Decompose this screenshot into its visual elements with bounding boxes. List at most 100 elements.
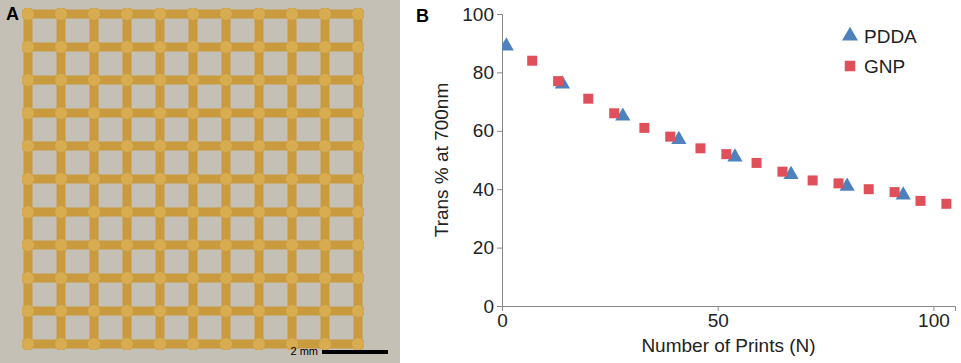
lattice-node <box>22 239 34 251</box>
lattice-node <box>88 107 100 119</box>
x-axis-title: Number of Prints (N) <box>641 335 815 356</box>
lattice-node <box>286 173 298 185</box>
lattice-node <box>220 305 232 317</box>
lattice-node <box>319 206 331 218</box>
y-tick-mark <box>497 306 502 307</box>
x-tick: 50 <box>708 306 729 331</box>
series-1 <box>527 56 951 209</box>
y-tick: 0 <box>483 296 502 317</box>
y-tick: 20 <box>473 237 502 258</box>
x-tick-label: 0 <box>497 310 508 331</box>
lattice-node <box>220 41 232 53</box>
lattice-node <box>121 239 133 251</box>
lattice-node <box>319 272 331 284</box>
y-axis-line <box>497 15 503 307</box>
y-tick-mark <box>497 189 502 190</box>
lattice-node <box>22 173 34 185</box>
point <box>752 158 762 168</box>
lattice-node <box>88 272 100 284</box>
scale-bar-label: 2 mm <box>291 345 319 357</box>
lattice-node <box>319 107 331 119</box>
lattice-node <box>187 305 199 317</box>
x-axis: 0 50 100 <box>497 306 955 331</box>
lattice-node <box>22 272 34 284</box>
point <box>665 132 675 142</box>
point <box>834 178 844 188</box>
lattice-node <box>319 305 331 317</box>
point <box>553 76 563 86</box>
panel-label: B <box>416 6 429 26</box>
y-tick-label: 0 <box>483 296 494 317</box>
lattice-node <box>154 272 166 284</box>
lattice-node <box>55 272 67 284</box>
x-tick-label: 100 <box>918 310 950 331</box>
y-tick-label: 40 <box>473 179 494 200</box>
y-tick-mark <box>497 14 502 15</box>
lattice-node <box>121 173 133 185</box>
lattice-node <box>286 239 298 251</box>
lattice-node <box>253 206 265 218</box>
lattice-node <box>154 206 166 218</box>
lattice-node <box>154 338 166 350</box>
lattice-node <box>253 239 265 251</box>
y-tick: 60 <box>473 120 502 141</box>
lattice-node <box>187 74 199 86</box>
point <box>941 199 951 209</box>
panel-label: A <box>6 4 19 24</box>
y-tick-label: 20 <box>473 237 494 258</box>
lattice-node <box>22 140 34 152</box>
lattice-node <box>352 107 364 119</box>
lattice-node <box>154 107 166 119</box>
lattice-node <box>154 74 166 86</box>
lattice-node <box>88 41 100 53</box>
lattice-node <box>286 41 298 53</box>
lattice-node <box>22 107 34 119</box>
lattice-node <box>55 239 67 251</box>
lattice-node <box>187 140 199 152</box>
lattice-node <box>319 173 331 185</box>
lattice-node <box>253 74 265 86</box>
lattice-node <box>352 140 364 152</box>
panel-a: A 2 mm <box>0 0 400 363</box>
lattice-node <box>352 41 364 53</box>
x-tick: 0 <box>497 306 508 331</box>
lattice-node <box>352 305 364 317</box>
lattice-node <box>352 206 364 218</box>
y-axis-title: Trans % at 700nm <box>431 83 452 238</box>
lattice-node <box>220 173 232 185</box>
lattice-node <box>352 8 364 20</box>
lattice-node <box>88 338 100 350</box>
lattice-node <box>121 305 133 317</box>
x-tick-label: 50 <box>708 310 729 331</box>
photo-background <box>0 0 400 363</box>
lattice-node <box>55 305 67 317</box>
series-0 <box>502 37 911 199</box>
lattice-node <box>220 74 232 86</box>
legend-label: PDDA <box>864 26 917 47</box>
lattice-node <box>253 8 265 20</box>
lattice-node <box>253 41 265 53</box>
scale-bar <box>322 350 388 354</box>
lattice-node <box>22 41 34 53</box>
point <box>502 37 514 50</box>
lattice-node <box>121 338 133 350</box>
lattice-node <box>55 74 67 86</box>
point <box>890 187 900 197</box>
x-axis-line <box>503 307 956 312</box>
lattice-node <box>253 173 265 185</box>
lattice-node <box>352 272 364 284</box>
lattice-node <box>121 8 133 20</box>
lattice-node <box>121 140 133 152</box>
lattice-node <box>22 8 34 20</box>
lattice-node <box>55 338 67 350</box>
point <box>808 175 818 185</box>
y-tick: 80 <box>473 62 502 83</box>
lattice-node <box>352 239 364 251</box>
lattice-node <box>121 74 133 86</box>
lattice-node <box>253 107 265 119</box>
point <box>721 149 731 159</box>
lattice-node <box>88 140 100 152</box>
legend: PDDAGNP <box>842 26 917 77</box>
lattice-node <box>55 173 67 185</box>
lattice-node <box>55 41 67 53</box>
